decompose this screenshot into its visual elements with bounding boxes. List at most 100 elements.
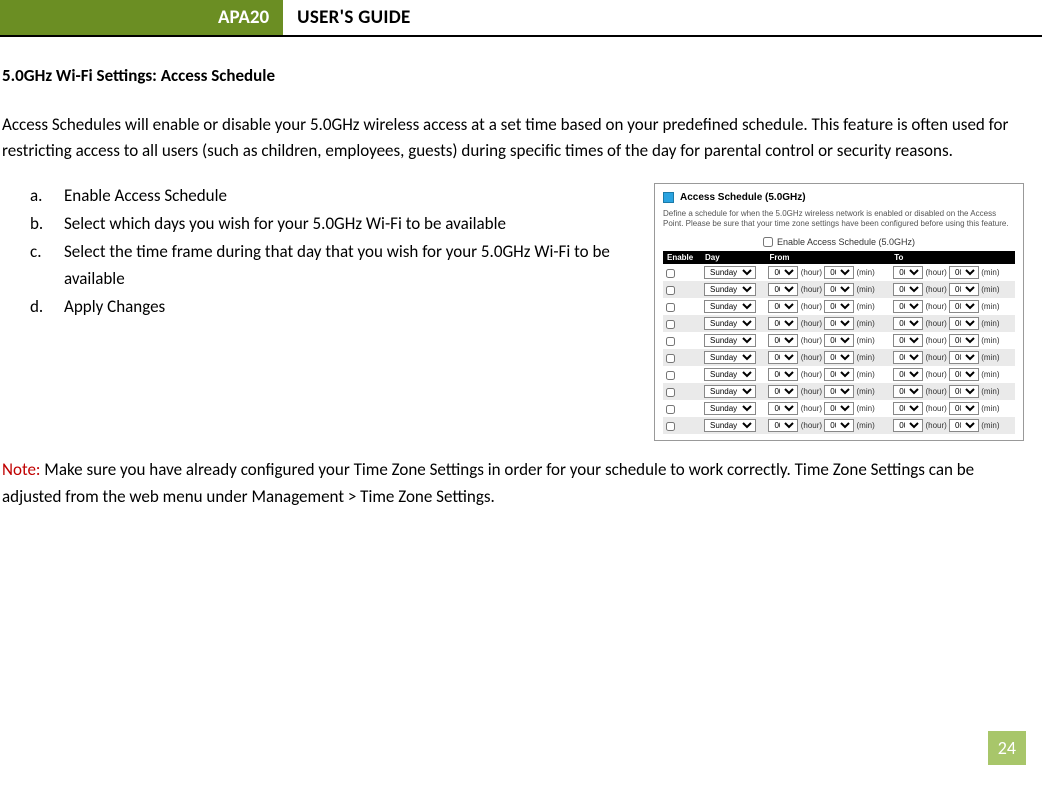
to-min-select[interactable]: 00 [949,334,979,347]
hour-unit: (hour) [925,285,946,294]
schedule-row: Sunday00 (hour) 00 (min)00 (hour) 00 (mi… [663,298,1015,315]
panel-title-row: Access Schedule (5.0GHz) [663,192,1015,203]
min-unit: (min) [857,370,875,379]
hour-unit: (hour) [801,404,822,413]
two-column-row: a.Enable Access Schedule b.Select which … [2,183,1024,442]
panel-title: Access Schedule (5.0GHz) [680,192,806,203]
page-content: 5.0GHz Wi-Fi Settings: Access Schedule A… [0,65,1042,510]
to-min-select[interactable]: 00 [949,351,979,364]
steps-list: a.Enable Access Schedule b.Select which … [2,183,632,321]
to-min-select[interactable]: 00 [949,419,979,432]
to-min-select[interactable]: 00 [949,300,979,313]
to-min-select[interactable]: 00 [949,317,979,330]
product-badge: APA20 [18,0,283,35]
hour-unit: (hour) [925,302,946,311]
to-hour-select[interactable]: 00 [893,419,923,432]
panel-description: Define a schedule for when the 5.0GHz wi… [663,209,1015,230]
from-min-select[interactable]: 00 [824,317,854,330]
to-hour-select[interactable]: 00 [893,266,923,279]
day-select[interactable]: Sunday [704,419,756,432]
day-select[interactable]: Sunday [704,334,756,347]
to-hour-select[interactable]: 00 [893,300,923,313]
step-d: d.Apply Changes [30,294,632,320]
from-hour-select[interactable]: 00 [768,402,798,415]
to-hour-select[interactable]: 00 [893,368,923,381]
enable-schedule-checkbox[interactable] [763,237,773,247]
min-unit: (min) [857,268,875,277]
min-unit: (min) [981,387,999,396]
min-unit: (min) [857,319,875,328]
row-enable-checkbox[interactable] [666,337,675,346]
to-min-select[interactable]: 00 [949,266,979,279]
from-min-select[interactable]: 00 [824,385,854,398]
to-hour-select[interactable]: 00 [893,317,923,330]
day-select[interactable]: Sunday [704,266,756,279]
row-enable-checkbox[interactable] [666,269,675,278]
day-select[interactable]: Sunday [704,351,756,364]
row-enable-checkbox[interactable] [666,422,675,431]
min-unit: (min) [857,387,875,396]
day-select[interactable]: Sunday [704,317,756,330]
from-min-select[interactable]: 00 [824,419,854,432]
hour-unit: (hour) [801,302,822,311]
row-enable-checkbox[interactable] [666,320,675,329]
to-hour-select[interactable]: 00 [893,283,923,296]
from-min-select[interactable]: 00 [824,351,854,364]
day-select[interactable]: Sunday [704,368,756,381]
day-select[interactable]: Sunday [704,300,756,313]
col-day: Day [701,251,765,264]
step-text: Apply Changes [64,294,165,320]
hour-unit: (hour) [925,404,946,413]
step-b: b.Select which days you wish for your 5.… [30,211,632,237]
from-hour-select[interactable]: 00 [768,368,798,381]
to-min-select[interactable]: 00 [949,402,979,415]
step-c: c.Select the time frame during that day … [30,239,632,292]
row-enable-checkbox[interactable] [666,371,675,380]
to-hour-select[interactable]: 00 [893,402,923,415]
min-unit: (min) [857,336,875,345]
row-enable-checkbox[interactable] [666,303,675,312]
from-min-select[interactable]: 00 [824,283,854,296]
min-unit: (min) [981,319,999,328]
from-min-select[interactable]: 00 [824,368,854,381]
to-min-select[interactable]: 00 [949,283,979,296]
from-hour-select[interactable]: 00 [768,283,798,296]
from-min-select[interactable]: 00 [824,334,854,347]
hour-unit: (hour) [925,336,946,345]
row-enable-checkbox[interactable] [666,388,675,397]
day-select[interactable]: Sunday [704,385,756,398]
row-enable-checkbox[interactable] [666,354,675,363]
from-min-select[interactable]: 00 [824,266,854,279]
hour-unit: (hour) [801,319,822,328]
from-hour-select[interactable]: 00 [768,300,798,313]
note-text: Make sure you have already configured yo… [2,459,974,506]
to-hour-select[interactable]: 00 [893,351,923,364]
from-min-select[interactable]: 00 [824,300,854,313]
to-min-select[interactable]: 00 [949,368,979,381]
to-hour-select[interactable]: 00 [893,334,923,347]
min-unit: (min) [981,421,999,430]
hour-unit: (hour) [801,387,822,396]
enable-schedule-label: Enable Access Schedule (5.0GHz) [777,237,915,247]
day-select[interactable]: Sunday [704,402,756,415]
from-hour-select[interactable]: 00 [768,317,798,330]
day-select[interactable]: Sunday [704,283,756,296]
hour-unit: (hour) [925,353,946,362]
from-hour-select[interactable]: 00 [768,334,798,347]
row-enable-checkbox[interactable] [666,286,675,295]
to-hour-select[interactable]: 00 [893,385,923,398]
col-enable: Enable [663,251,701,264]
to-min-select[interactable]: 00 [949,385,979,398]
hour-unit: (hour) [801,285,822,294]
from-hour-select[interactable]: 00 [768,385,798,398]
step-text: Select which days you wish for your 5.0G… [64,211,506,237]
from-hour-select[interactable]: 00 [768,351,798,364]
row-enable-checkbox[interactable] [666,405,675,414]
page-number-badge: 24 [988,731,1026,765]
from-min-select[interactable]: 00 [824,402,854,415]
schedule-row: Sunday00 (hour) 00 (min)00 (hour) 00 (mi… [663,315,1015,332]
min-unit: (min) [981,404,999,413]
access-schedule-panel: Access Schedule (5.0GHz) Define a schedu… [654,183,1024,442]
from-hour-select[interactable]: 00 [768,419,798,432]
from-hour-select[interactable]: 00 [768,266,798,279]
